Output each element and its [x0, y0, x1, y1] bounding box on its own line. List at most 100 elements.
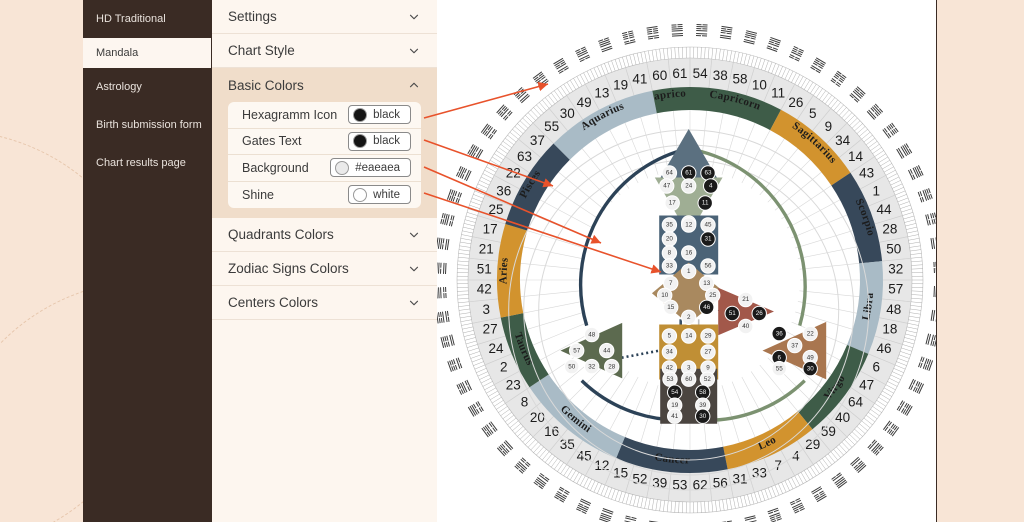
- svg-text:63: 63: [704, 170, 712, 177]
- svg-text:22: 22: [807, 330, 815, 337]
- svg-text:30: 30: [560, 106, 575, 121]
- svg-text:18: 18: [882, 322, 897, 337]
- svg-text:15: 15: [667, 304, 675, 311]
- svg-text:56: 56: [704, 263, 712, 270]
- svg-text:42: 42: [666, 365, 674, 372]
- svg-text:47: 47: [859, 377, 874, 392]
- svg-text:25: 25: [709, 292, 717, 299]
- svg-text:51: 51: [729, 310, 737, 317]
- svg-text:20: 20: [666, 236, 674, 243]
- svg-text:10: 10: [661, 292, 669, 299]
- svg-text:39: 39: [699, 402, 707, 409]
- svg-text:9: 9: [706, 365, 710, 372]
- svg-text:4: 4: [709, 183, 713, 190]
- svg-text:58: 58: [733, 72, 748, 87]
- svg-text:46: 46: [876, 341, 891, 356]
- svg-text:45: 45: [577, 448, 592, 463]
- svg-text:30: 30: [699, 413, 707, 420]
- svg-text:24: 24: [489, 341, 505, 356]
- svg-text:29: 29: [704, 333, 712, 340]
- svg-text:24: 24: [685, 183, 693, 190]
- svg-text:9: 9: [825, 119, 833, 134]
- svg-text:36: 36: [496, 183, 511, 198]
- svg-text:38: 38: [713, 68, 728, 83]
- svg-text:6: 6: [777, 354, 781, 361]
- svg-text:8: 8: [668, 250, 672, 257]
- svg-text:Aries: Aries: [497, 256, 510, 284]
- svg-text:43: 43: [859, 166, 874, 181]
- svg-text:13: 13: [594, 85, 609, 100]
- svg-text:1: 1: [872, 183, 880, 198]
- svg-text:55: 55: [776, 365, 784, 372]
- svg-text:60: 60: [685, 376, 693, 383]
- svg-text:20: 20: [530, 410, 545, 425]
- svg-text:45: 45: [704, 222, 712, 229]
- svg-text:44: 44: [876, 202, 892, 217]
- svg-text:25: 25: [489, 202, 504, 217]
- svg-text:1: 1: [687, 268, 691, 275]
- svg-text:40: 40: [742, 323, 750, 330]
- svg-text:47: 47: [663, 183, 671, 190]
- svg-text:6: 6: [872, 360, 880, 375]
- svg-text:34: 34: [666, 349, 674, 356]
- svg-text:50: 50: [886, 241, 901, 256]
- svg-text:19: 19: [671, 402, 679, 409]
- svg-text:63: 63: [517, 149, 532, 164]
- svg-text:52: 52: [704, 376, 712, 383]
- svg-text:2: 2: [500, 360, 508, 375]
- svg-text:41: 41: [671, 413, 679, 420]
- svg-text:35: 35: [560, 437, 575, 452]
- svg-text:23: 23: [506, 377, 521, 392]
- svg-text:4: 4: [792, 448, 800, 463]
- svg-text:61: 61: [672, 66, 687, 81]
- svg-text:27: 27: [483, 322, 498, 337]
- svg-text:34: 34: [835, 133, 851, 148]
- svg-text:46: 46: [703, 304, 711, 311]
- svg-text:61: 61: [685, 170, 693, 177]
- svg-text:51: 51: [477, 261, 492, 276]
- svg-text:48: 48: [886, 302, 901, 317]
- svg-text:33: 33: [666, 263, 674, 270]
- svg-text:50: 50: [568, 363, 576, 370]
- svg-text:31: 31: [704, 236, 712, 243]
- svg-text:21: 21: [479, 241, 494, 256]
- svg-text:41: 41: [632, 72, 647, 87]
- svg-text:44: 44: [603, 347, 611, 354]
- svg-text:7: 7: [669, 280, 673, 287]
- svg-text:5: 5: [668, 333, 672, 340]
- svg-text:58: 58: [699, 389, 707, 396]
- svg-text:17: 17: [483, 222, 498, 237]
- svg-text:54: 54: [693, 66, 709, 81]
- svg-text:17: 17: [669, 200, 677, 207]
- svg-text:37: 37: [791, 342, 799, 349]
- svg-text:52: 52: [632, 471, 647, 486]
- svg-text:19: 19: [613, 78, 628, 93]
- svg-text:30: 30: [807, 365, 815, 372]
- svg-text:11: 11: [702, 200, 709, 207]
- svg-text:14: 14: [685, 333, 693, 340]
- svg-text:16: 16: [685, 250, 693, 257]
- svg-text:57: 57: [888, 282, 903, 297]
- svg-text:37: 37: [530, 133, 545, 148]
- svg-text:36: 36: [776, 330, 784, 337]
- svg-text:35: 35: [666, 222, 674, 229]
- svg-text:59: 59: [821, 424, 836, 439]
- svg-text:28: 28: [608, 363, 616, 370]
- svg-text:60: 60: [652, 68, 667, 83]
- svg-text:5: 5: [809, 106, 817, 121]
- svg-text:53: 53: [666, 376, 674, 383]
- svg-text:8: 8: [521, 394, 529, 409]
- svg-text:2: 2: [687, 314, 691, 321]
- svg-text:32: 32: [588, 363, 596, 370]
- svg-text:48: 48: [588, 331, 596, 338]
- svg-text:3: 3: [687, 365, 691, 372]
- svg-text:3: 3: [482, 302, 490, 317]
- svg-text:32: 32: [888, 261, 903, 276]
- svg-text:10: 10: [752, 78, 767, 93]
- svg-text:21: 21: [742, 296, 750, 303]
- svg-text:26: 26: [756, 310, 764, 317]
- svg-text:14: 14: [848, 149, 864, 164]
- svg-text:64: 64: [848, 394, 864, 409]
- svg-text:12: 12: [685, 222, 693, 229]
- svg-text:49: 49: [807, 354, 815, 361]
